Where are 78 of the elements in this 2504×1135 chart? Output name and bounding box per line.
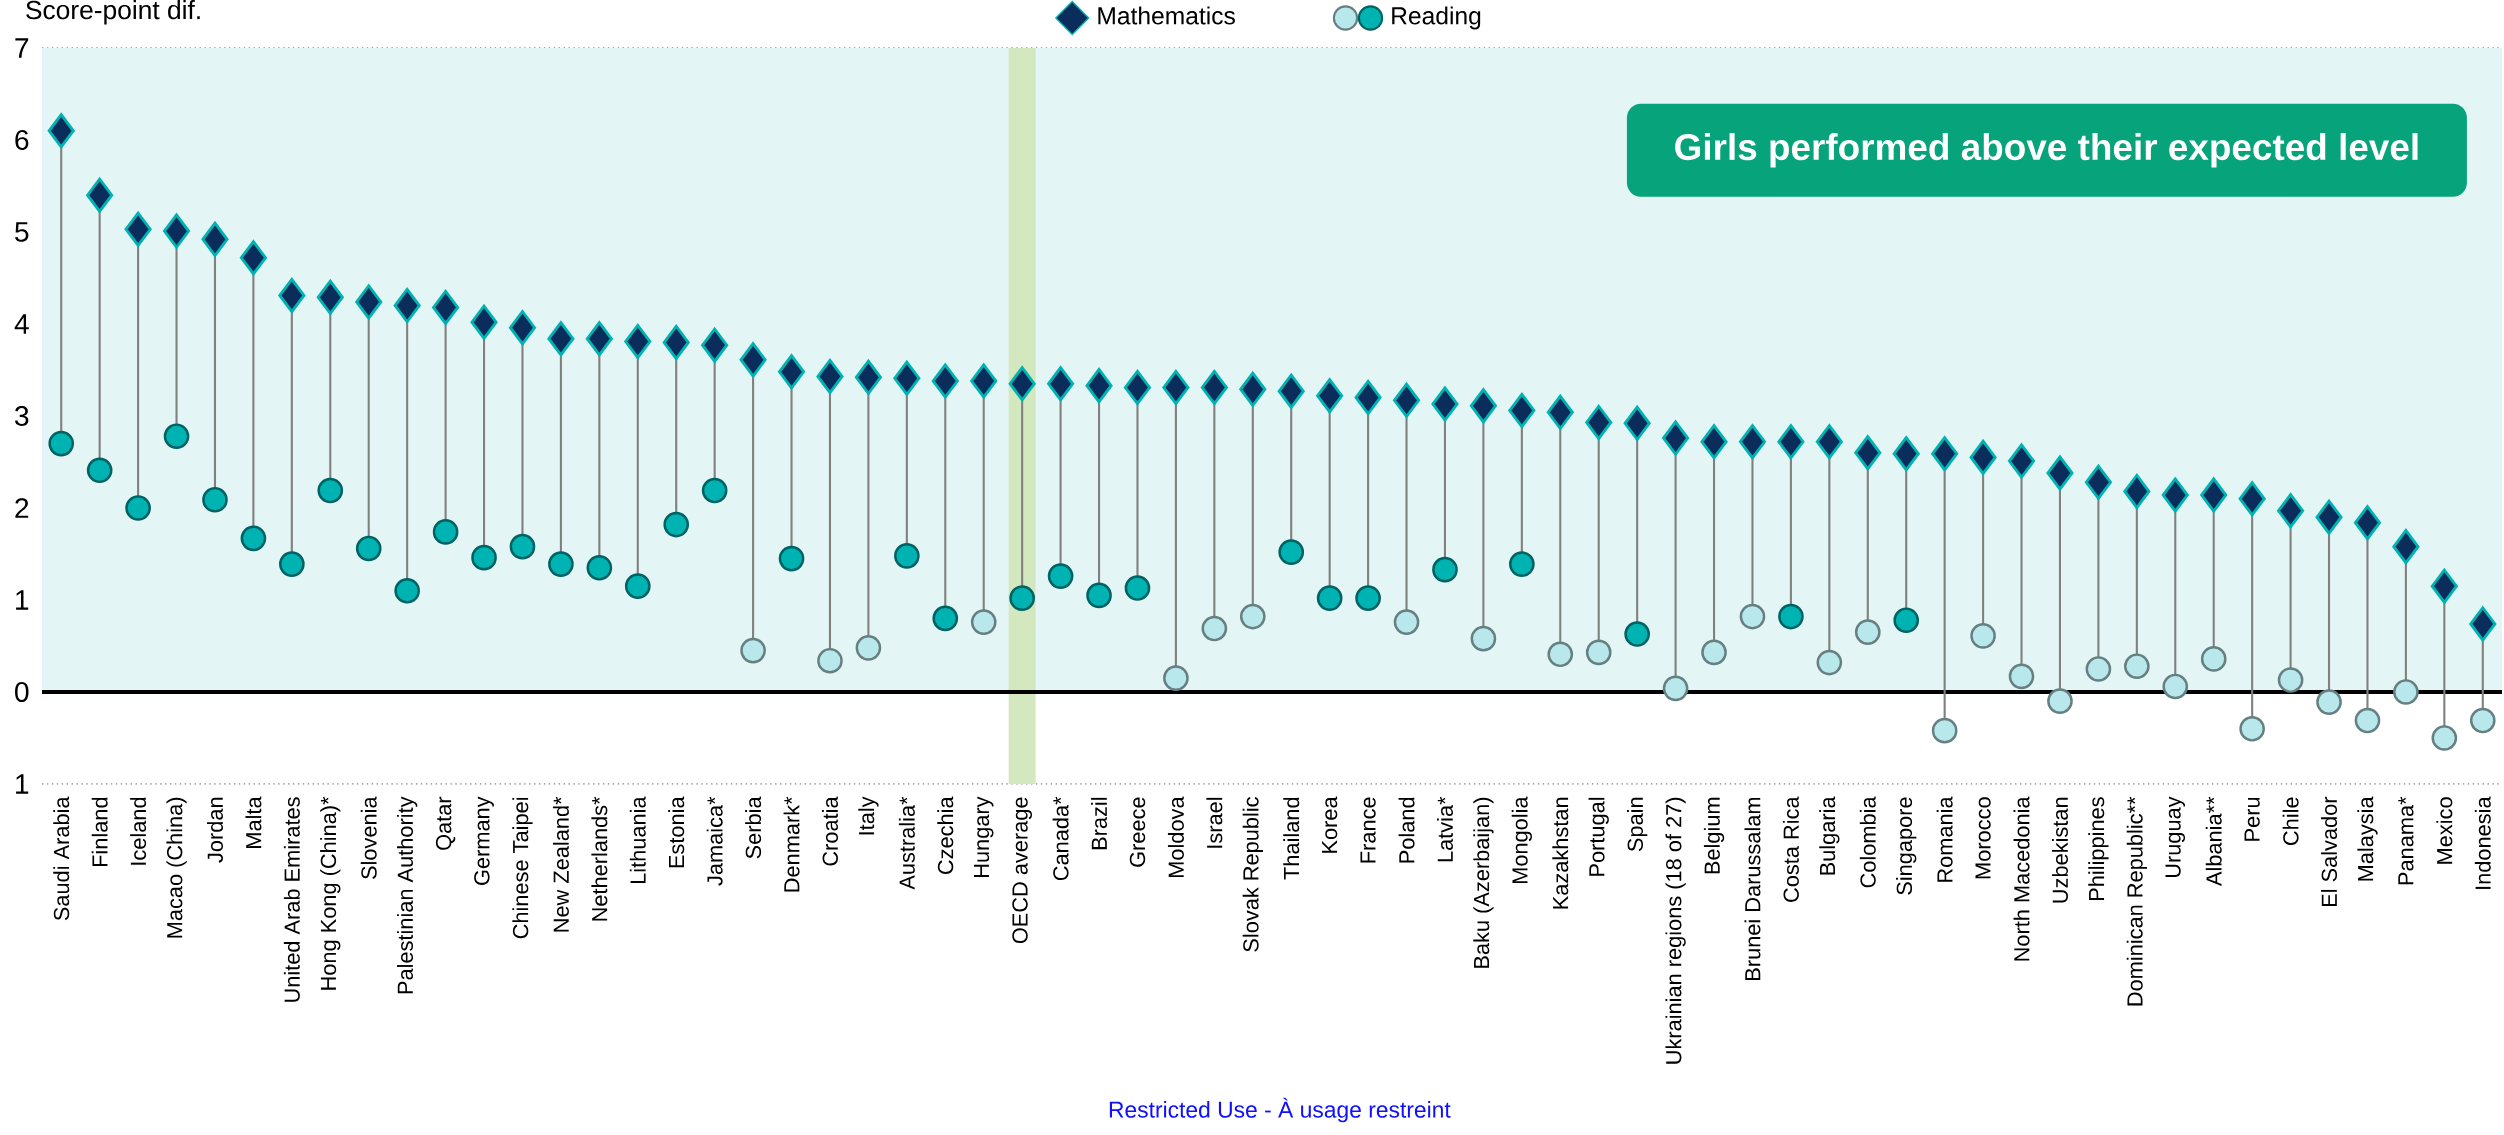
x-tick-label: Mongolia (1511, 796, 1532, 884)
x-tick-label: Romania (1936, 796, 1953, 882)
x-tick-label: Slovak Republic (1242, 797, 1263, 952)
x-tick-label: Hong Kong (China)* (320, 796, 341, 990)
x-tick-label: Morocco (1975, 797, 1991, 879)
x-tick-label: Moldova (1167, 796, 1184, 878)
x-tick-label: Netherlands* (591, 796, 608, 921)
x-tick-label: Palestinian Authority (397, 796, 418, 994)
x-tick-label: Uzbekistan (2051, 797, 2068, 903)
x-tick-label: Singapore (1896, 797, 1917, 895)
x-tick-label: Latvia* (1436, 796, 1453, 862)
x-tick-label: United Arab Emirates (283, 797, 300, 1002)
x-tick-label: Germany (474, 796, 494, 885)
legend-label: Mathematics (1098, 6, 1235, 25)
x-tick-label: Croatia (821, 796, 838, 866)
y-tick-label: 0 (15, 682, 29, 702)
x-tick-label: Ukrainian regions (18 of 27) (1665, 797, 1686, 1064)
x-tick-label: Poland (1398, 797, 1415, 863)
x-tick-label: Israel (1206, 797, 1223, 848)
x-tick-label: Finland (91, 797, 108, 867)
x-tick-label: Macao (China) (166, 797, 187, 938)
x-tick-label: Spain (1627, 797, 1648, 852)
x-tick-label: Serbia (745, 796, 762, 859)
x-tick-label: Brazil (1091, 797, 1108, 850)
legend-label: Reading (1392, 6, 1481, 30)
y-tick-label: 7 (15, 38, 29, 58)
y-tick-label: 1 (16, 774, 29, 794)
x-tick-label: Costa Rica (1782, 796, 1799, 902)
annotation: Girls performed above their expected level (1675, 133, 2418, 168)
x-tick-label: Uruguay (2165, 796, 2186, 878)
x-tick-label: North Macedonia (2013, 796, 2030, 961)
x-tick-label: Malta (245, 796, 262, 848)
x-tick-label: Colombia (1859, 796, 1876, 888)
x-tick-label: Greece (1129, 797, 1146, 867)
x-tick-label: Iceland (130, 797, 147, 865)
x-tick-label: Malaysia (2357, 796, 2378, 881)
x-tick-label: Peru (2244, 797, 2260, 841)
x-tick-label: Slovenia (360, 796, 377, 879)
x-tick-label: Panama* (2398, 796, 2414, 885)
y-axis-title: Score-point dif. (26, 0, 200, 25)
x-tick-label: Thailand (1283, 797, 1300, 880)
x-tick-label: New Zealand* (552, 796, 569, 932)
x-tick-label: Albania** (2205, 796, 2222, 886)
x-tick-label: Indonesia (2474, 796, 2491, 889)
x-tick-label: Italy (858, 796, 879, 835)
x-tick-label: Chile (2282, 797, 2299, 845)
y-tick-label: 2 (15, 498, 29, 518)
y-tick-label: 3 (15, 406, 29, 426)
x-tick-label: Jamaica* (706, 796, 723, 886)
x-tick-label: OECD average (1012, 797, 1033, 944)
x-tick-label: Denmark* (783, 796, 800, 892)
x-tick-label: Jordan (207, 797, 223, 863)
x-tick-label: Estonia (668, 796, 685, 868)
x-tick-label: Korea (1322, 796, 1338, 853)
x-tick-label: Philippines (2088, 797, 2109, 901)
x-tick-label: Baku (Azerbaijan) (1473, 797, 1494, 968)
y-tick-label: 1 (16, 590, 29, 610)
x-tick-label: El Salvador (2321, 796, 2338, 907)
y-tick-label: 6 (15, 130, 29, 150)
x-tick-label: Australia* (898, 796, 915, 890)
x-tick-label: Qatar (435, 796, 456, 850)
y-tick-label: 4 (14, 314, 29, 334)
y-tick-label: 5 (15, 222, 29, 242)
x-tick-label: Portugal (1588, 797, 1609, 876)
x-tick-label: Chinese Taipei (512, 797, 533, 939)
text: Restricted Use - À usage restreint (1109, 1097, 1451, 1123)
x-tick-label: Brunei Darussalam (1744, 797, 1761, 980)
x-tick-label: Kazakhstan (1552, 797, 1569, 909)
x-tick-label: Hungary (973, 796, 994, 878)
x-tick-label: Saudi Arabia (53, 796, 70, 921)
x-tick-label: Czechia (937, 796, 954, 875)
x-tick-label: Mexico (2436, 797, 2453, 864)
x-tick-label: France (1360, 797, 1376, 863)
x-tick-label: Belgium (1703, 797, 1725, 874)
x-tick-label: Lithuania (629, 796, 646, 884)
x-tick-label: Bulgaria (1819, 796, 1840, 875)
x-tick-label: Dominican Republic** (2126, 796, 2147, 1006)
x-tick-label: Canada* (1052, 796, 1069, 881)
